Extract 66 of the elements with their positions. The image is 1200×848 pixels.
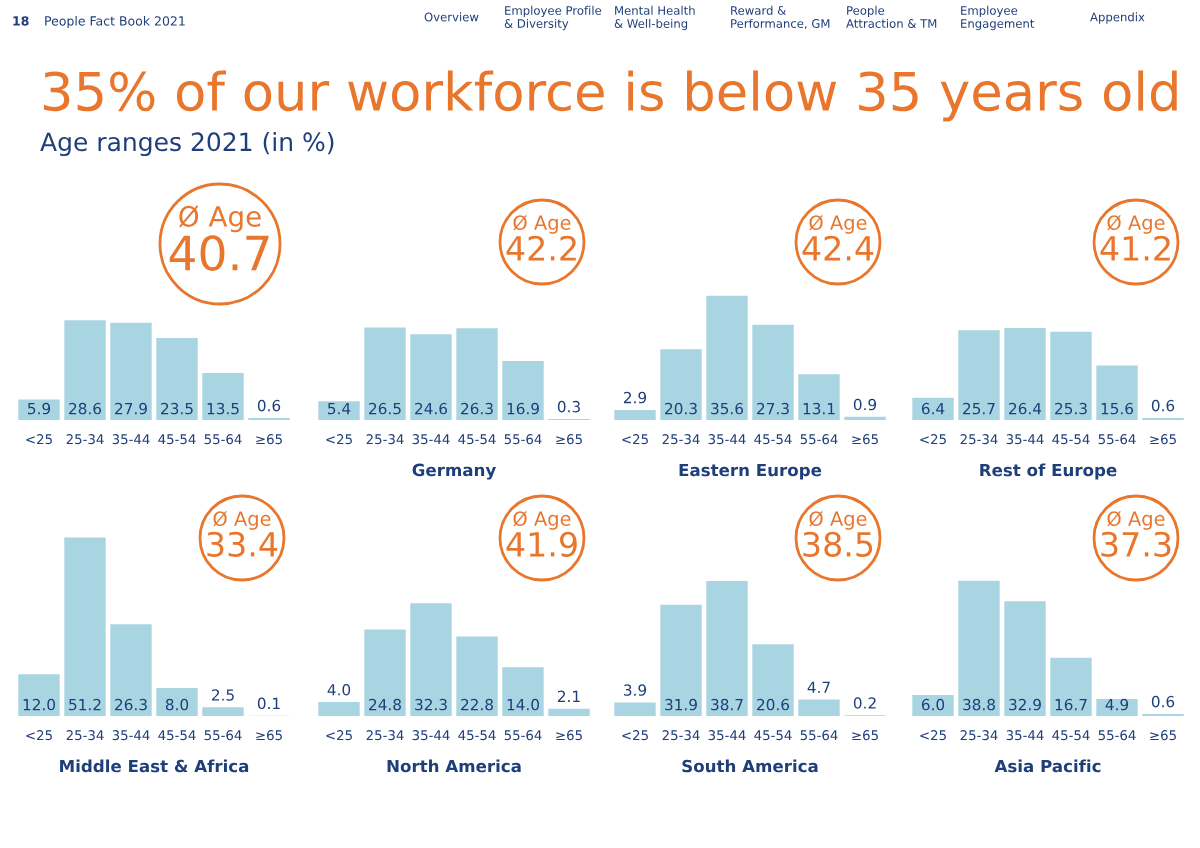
text: 37.3 bbox=[1101, 531, 1171, 557]
bar bbox=[1004, 327, 1046, 420]
text: 35% of our workforce is below 35 years old bbox=[44, 70, 1177, 122]
bar bbox=[156, 688, 198, 716]
bar bbox=[110, 322, 152, 420]
bar bbox=[364, 327, 406, 420]
text: Ø Age bbox=[213, 510, 271, 530]
bar bbox=[1096, 698, 1138, 716]
bar bbox=[752, 324, 794, 420]
bar bbox=[912, 695, 954, 716]
bar bbox=[706, 295, 748, 420]
text: Ø Age bbox=[1107, 214, 1165, 234]
x-axis-title: Rest of Europe bbox=[980, 463, 1117, 480]
bar bbox=[706, 581, 748, 716]
bar bbox=[410, 334, 452, 420]
bar bbox=[202, 372, 244, 420]
x-axis-title: Eastern Europe bbox=[679, 463, 822, 480]
bar bbox=[548, 708, 590, 716]
text: Ø Age bbox=[179, 205, 261, 233]
text: 40.7 bbox=[169, 235, 269, 271]
text: Ø Age bbox=[809, 510, 867, 530]
bar bbox=[1050, 657, 1092, 716]
x-axis-title: Middle East & Africa bbox=[60, 759, 249, 773]
bar bbox=[64, 537, 106, 716]
text: Ø Age bbox=[513, 214, 571, 234]
x-axis-title: Asia Pacific bbox=[994, 759, 1101, 773]
bar bbox=[502, 361, 544, 420]
bar bbox=[1004, 601, 1046, 716]
bar bbox=[110, 624, 152, 716]
text: 38.5 bbox=[803, 531, 873, 557]
annotation: 33.4 bbox=[207, 531, 278, 557]
bar bbox=[64, 320, 106, 420]
x-axis-title: South America bbox=[682, 759, 818, 773]
bar bbox=[1050, 331, 1092, 420]
bar bbox=[798, 699, 840, 716]
bar bbox=[798, 374, 840, 420]
bar bbox=[912, 397, 954, 420]
bar bbox=[752, 644, 794, 716]
bar bbox=[318, 401, 360, 420]
bar bbox=[18, 399, 60, 420]
text: 41.2 bbox=[1100, 235, 1170, 261]
bar bbox=[456, 636, 498, 716]
bar bbox=[410, 603, 452, 716]
bar bbox=[456, 328, 498, 420]
bar bbox=[318, 702, 360, 716]
text: Ø Age bbox=[809, 214, 867, 234]
text: 41.9 bbox=[506, 531, 577, 557]
bar bbox=[660, 349, 702, 420]
text: 42.2 bbox=[506, 235, 576, 261]
bar bbox=[1096, 365, 1138, 420]
bar bbox=[202, 707, 244, 716]
bar bbox=[156, 338, 198, 420]
bar bbox=[958, 330, 1000, 420]
bar bbox=[364, 629, 406, 716]
bar bbox=[614, 409, 656, 420]
text: 42.4 bbox=[802, 235, 874, 261]
bar bbox=[660, 604, 702, 716]
bar bbox=[502, 667, 544, 716]
bar bbox=[18, 674, 60, 716]
text: Ø Age bbox=[1107, 510, 1165, 530]
x-axis-title: North America bbox=[387, 759, 521, 773]
chart-subtitle: Age ranges 2021 (in %) bbox=[40, 131, 334, 157]
bar bbox=[958, 580, 1000, 716]
bar bbox=[614, 702, 656, 716]
x-axis-title: Germany bbox=[412, 463, 496, 480]
text: Ø Age bbox=[513, 510, 571, 530]
